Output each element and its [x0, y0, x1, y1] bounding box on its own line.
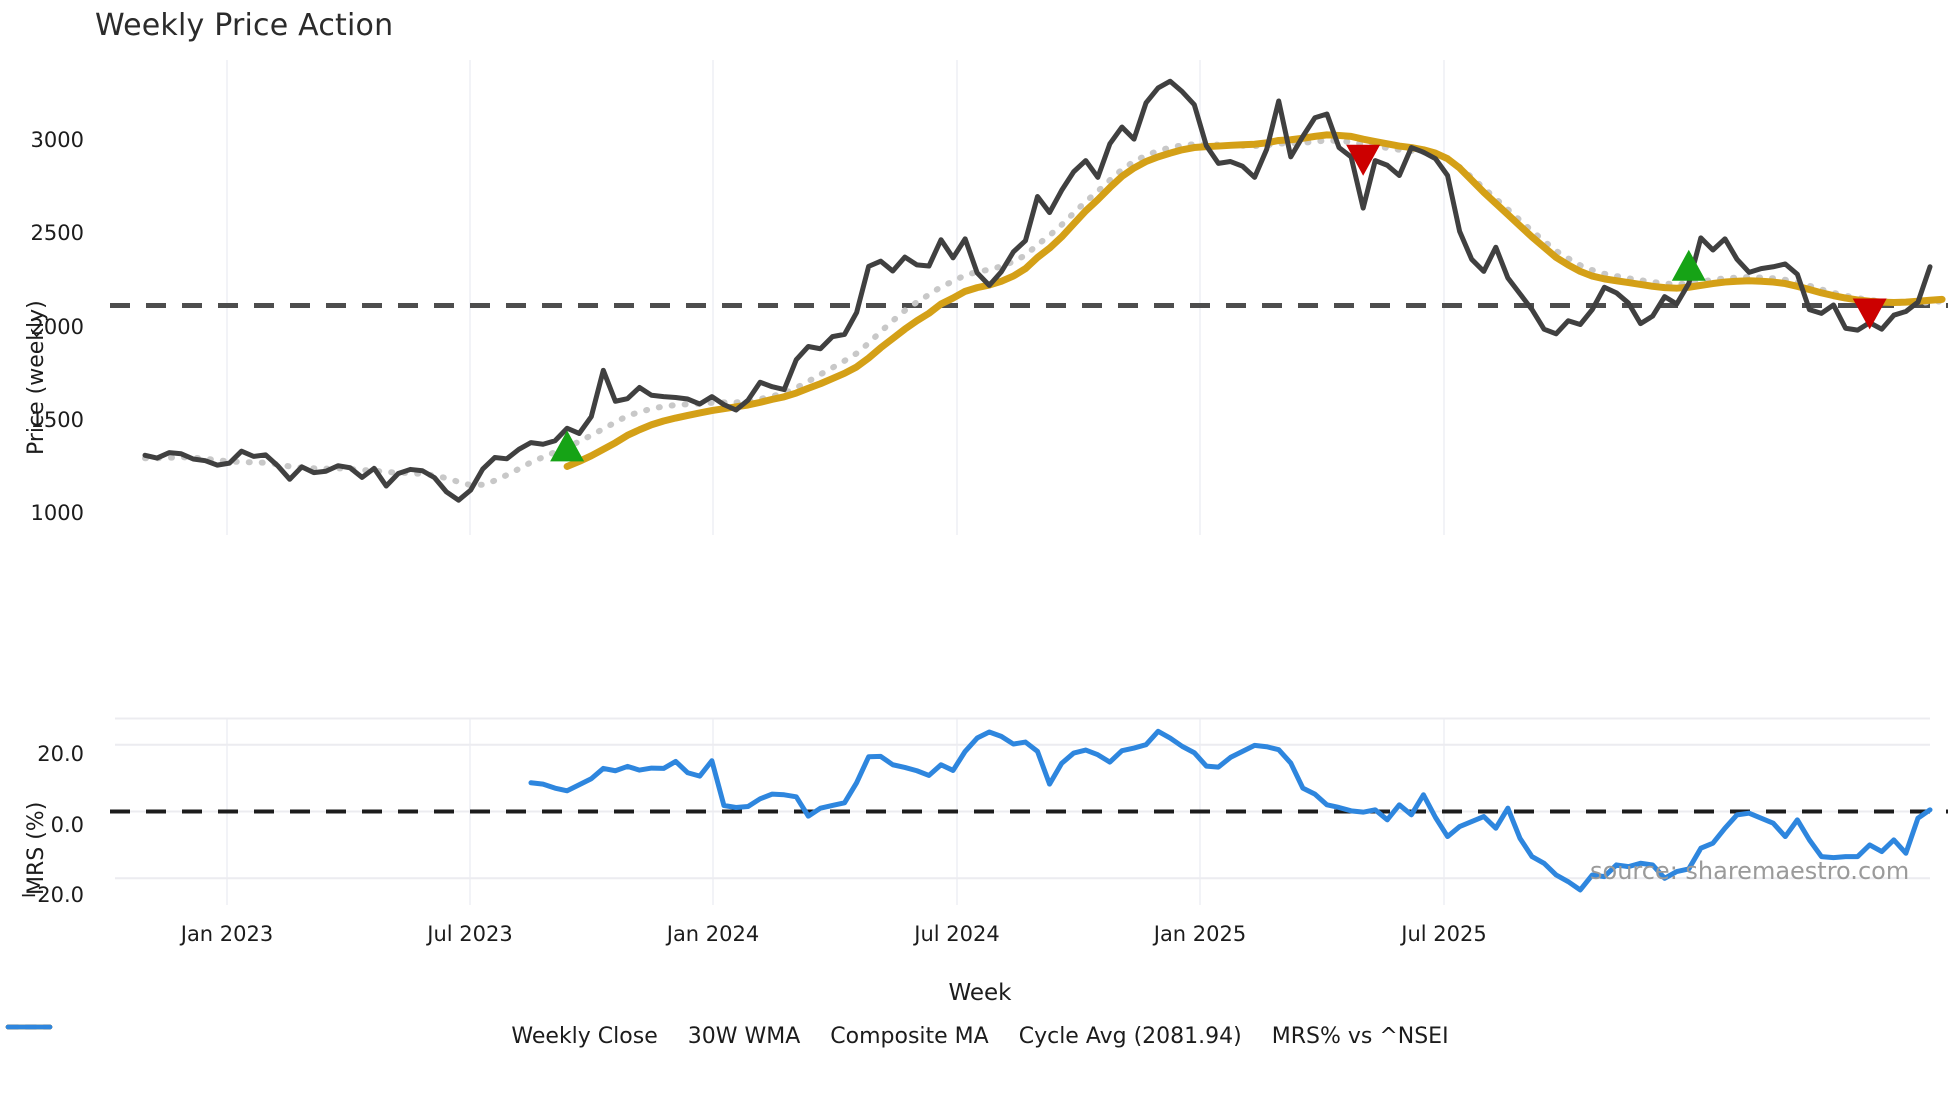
price-ytick-3000: 3000	[30, 128, 84, 152]
x-axis-label: Week	[948, 980, 1012, 1006]
price-ytick-1500: 1500	[30, 408, 84, 432]
mrs-ytick-neg20: −20.0	[19, 883, 84, 907]
signal-markers	[550, 144, 1887, 462]
legend-label: Cycle Avg (2081.94)	[1018, 1024, 1242, 1049]
xtick-jan-2023: Jan 2023	[180, 922, 274, 946]
chart-legend: Weekly Close 30W WMA Composite MA Cycle Avg…	[0, 1024, 1960, 1049]
legend-label: MRS% vs ^NSEI	[1271, 1024, 1449, 1049]
legend-item-weekly-close[interactable]: Weekly Close	[5, 1024, 658, 1049]
mrs-plot	[110, 728, 1948, 893]
price-ytick-2000: 2000	[30, 315, 84, 339]
price-ytick-1000: 1000	[30, 501, 84, 525]
legend-label: Composite MA	[830, 1024, 989, 1049]
page-title: Weekly Price Action	[95, 8, 394, 43]
xtick-jul-2023: Jul 2023	[427, 922, 513, 946]
price-ytick-2500: 2500	[30, 221, 84, 245]
mrs-ytick-0: 0.0	[50, 813, 84, 837]
source-watermark: source: sharemaestro.com	[1590, 857, 1910, 885]
legend-label: 30W WMA	[687, 1024, 801, 1049]
legend-item-30w-wma[interactable]: 30W WMA	[5, 1024, 801, 1049]
mrs-ytick-20: 20.0	[37, 742, 84, 766]
legend-item-mrs-vs-nsei[interactable]: MRS% vs ^NSEI	[5, 1024, 1449, 1049]
xtick-jan-2024: Jan 2024	[666, 922, 760, 946]
legend-label: Weekly Close	[511, 1024, 658, 1049]
price-plot	[110, 78, 1948, 503]
xtick-jul-2024: Jul 2024	[914, 922, 1000, 946]
xtick-jul-2025: Jul 2025	[1401, 922, 1487, 946]
legend-item-composite-ma[interactable]: Composite MA	[6, 1024, 989, 1049]
legend-item-cycle-avg-2081-94[interactable]: Cycle Avg (2081.94)	[5, 1024, 1242, 1049]
legend-swatch-solid	[5, 1024, 53, 1030]
xtick-jan-2025: Jan 2025	[1153, 922, 1247, 946]
